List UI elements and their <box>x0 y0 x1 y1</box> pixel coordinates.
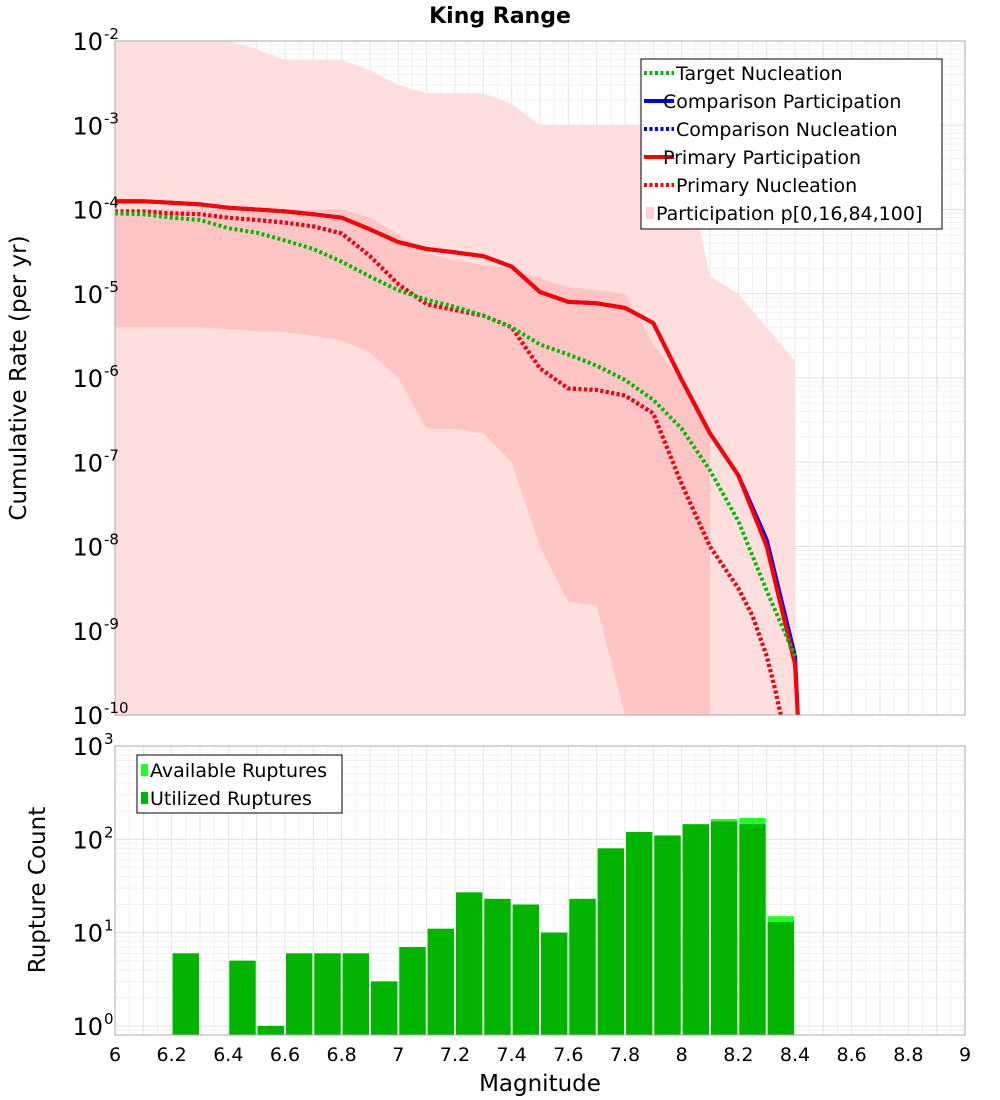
line-target-nucleation <box>115 211 797 657</box>
x-tick-label: 8.2 <box>723 1044 753 1066</box>
rate-plot-frame <box>114 40 966 716</box>
x-tick-label: 8.4 <box>780 1044 810 1066</box>
rate-y-tick-label: 10 <box>72 449 103 477</box>
count-legend: Available Ruptures Utilized Ruptures <box>136 754 343 814</box>
x-tick-label: 6.4 <box>213 1044 243 1066</box>
rate-y-tick-label: 10 <box>72 534 103 562</box>
bar-utilized-ruptures <box>427 928 454 1035</box>
x-tick-label: 6.6 <box>270 1044 300 1066</box>
x-tick-label: 6.8 <box>327 1044 357 1066</box>
count-y-tick-label: 10 <box>72 733 103 761</box>
count-y-tick-exponent: 3 <box>104 730 114 748</box>
legend-swatch <box>646 207 654 219</box>
x-tick-label: 7.4 <box>497 1044 527 1066</box>
x-tick-label: 9 <box>959 1044 971 1066</box>
count-y-axis-label: Rupture Count <box>25 807 51 973</box>
legend-swatch <box>141 764 148 776</box>
rate-y-tick-label: 10 <box>72 618 103 646</box>
x-axis-label: Magnitude <box>479 1071 601 1097</box>
bar-utilized-ruptures <box>314 953 341 1035</box>
bar-utilized-ruptures <box>541 932 568 1035</box>
count-y-tick-label: 10 <box>72 1013 103 1041</box>
legend-label: Comparison Participation <box>663 91 901 113</box>
x-tick-label: 6.2 <box>157 1044 187 1066</box>
count-grid <box>114 746 966 1036</box>
bar-utilized-ruptures <box>682 824 709 1035</box>
bar-utilized-ruptures <box>371 981 398 1035</box>
x-tick-label: 8.8 <box>893 1044 923 1066</box>
legend-label: Primary Participation <box>663 147 861 169</box>
line-primary-participation <box>115 199 800 715</box>
rate-curves <box>115 199 800 715</box>
x-tick-label: 6 <box>109 1044 121 1066</box>
bar-utilized-ruptures <box>767 922 794 1035</box>
legend-label: Participation p[0,16,84,100] <box>656 203 922 225</box>
x-tick-label: 8.6 <box>837 1044 867 1066</box>
count-y-tick-exponent: 2 <box>104 823 114 841</box>
band-participation-p16-84 <box>115 209 710 715</box>
count-y-tick-exponent: 0 <box>104 1010 114 1028</box>
count-y-tick-label: 10 <box>72 920 103 948</box>
legend-label: Target Nucleation <box>675 63 843 85</box>
bar-utilized-ruptures <box>229 960 256 1035</box>
bar-utilized-ruptures <box>597 848 624 1035</box>
legend-label: Comparison Nucleation <box>676 119 898 141</box>
rate-y-tick-label: 10 <box>72 197 103 225</box>
count-y-tick-label: 10 <box>72 826 103 854</box>
legend-label: Primary Nucleation <box>676 175 857 197</box>
bar-utilized-ruptures <box>626 831 653 1035</box>
x-tick-label: 7 <box>392 1044 404 1066</box>
x-tick-label: 7.6 <box>553 1044 583 1066</box>
bar-utilized-ruptures <box>286 953 313 1035</box>
legend-label: Available Ruptures <box>150 760 327 782</box>
x-tick-label: 8 <box>676 1044 688 1066</box>
rate-y-axis-label: Cumulative Rate (per yr) <box>6 235 32 520</box>
bar-utilized-ruptures <box>569 898 596 1035</box>
rate-y-tick-label: 10 <box>72 112 103 140</box>
bar-utilized-ruptures <box>456 892 483 1035</box>
legend-swatch <box>141 792 148 804</box>
rate-y-tick-exponent: -7 <box>104 446 119 464</box>
legend-label: Utilized Ruptures <box>150 788 312 810</box>
count-y-tick-exponent: 1 <box>104 917 114 935</box>
rate-legend: Target Nucleation Comparison Participatio… <box>640 58 943 230</box>
rate-y-tick-exponent: -10 <box>104 699 129 717</box>
bar-utilized-ruptures <box>739 824 766 1035</box>
rate-y-tick-exponent: -5 <box>104 278 119 296</box>
bar-utilized-ruptures <box>484 898 511 1035</box>
chart-title: King Range <box>429 4 571 29</box>
count-bars <box>172 817 794 1035</box>
count-legend-box <box>136 754 343 814</box>
x-tick-label: 7.2 <box>440 1044 470 1066</box>
bar-utilized-ruptures <box>342 953 369 1035</box>
x-tick-label: 7.8 <box>610 1044 640 1066</box>
x-tick-labels: 6 6.2 6.4 6.6 6.8 7 7.2 7.4 7.6 7.8 8 8.2 8.4 8.6 8.8 9 <box>109 1044 971 1066</box>
rate-y-tick-exponent: -4 <box>104 194 119 212</box>
bar-utilized-ruptures <box>711 821 738 1035</box>
rate-y-tick-label: 10 <box>72 281 103 309</box>
rate-y-tick-label: 10 <box>72 365 103 393</box>
bar-utilized-ruptures <box>654 835 681 1035</box>
rate-y-tick-label: 10 <box>72 28 103 56</box>
rate-legend-box <box>640 58 943 230</box>
bar-utilized-ruptures <box>172 953 199 1035</box>
bar-utilized-ruptures <box>257 1025 284 1035</box>
count-plot-frame <box>114 745 966 1036</box>
bar-utilized-ruptures <box>512 904 539 1035</box>
bar-utilized-ruptures <box>399 947 426 1035</box>
rate-y-tick-exponent: -9 <box>104 615 119 633</box>
rate-y-tick-exponent: -8 <box>104 531 119 549</box>
rate-y-tick-exponent: -6 <box>104 362 119 380</box>
rate-y-tick-exponent: -3 <box>104 109 119 127</box>
rate-y-tick-exponent: -2 <box>104 25 119 43</box>
rate-y-tick-label: 10 <box>72 702 103 730</box>
